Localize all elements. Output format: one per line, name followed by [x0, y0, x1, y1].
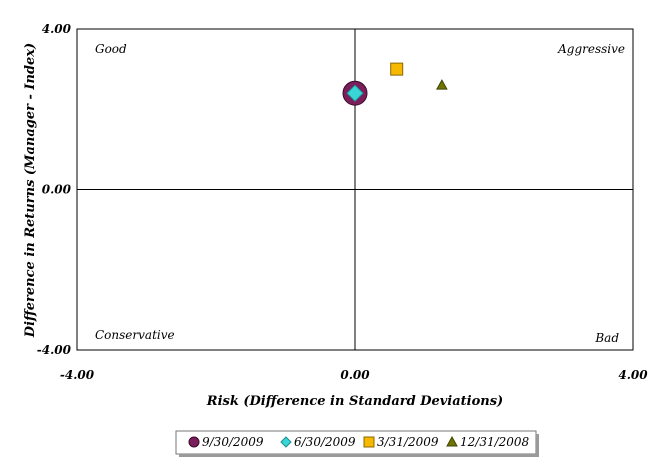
quadrant-label-good: Good: [95, 42, 127, 56]
x-tick-label: -4.00: [60, 368, 95, 382]
legend-shadow-right: [536, 434, 539, 457]
legend-marker-triangle: [446, 435, 458, 447]
data-point-diamond: [346, 84, 364, 102]
tick-labels-layer: -4.00 0.00 4.00 4.00 0.00 -4.00: [37, 22, 648, 382]
legend-marker-square: [363, 436, 375, 448]
y-tick-label: 4.00: [42, 22, 72, 36]
legend-layer: 9/30/2009 6/30/2009 3/31/2009 12/31/2008: [188, 435, 530, 449]
x-axis-title: Risk (Difference in Standard Deviations): [206, 394, 503, 409]
y-tick-label: 0.00: [42, 183, 72, 197]
y-tick-label: -4.00: [37, 343, 72, 357]
quadrant-label-bad: Bad: [594, 331, 619, 345]
legend-label: 9/30/2009: [202, 435, 264, 449]
legend-marker-diamond: [280, 436, 292, 448]
legend-label: 12/31/2008: [460, 435, 530, 449]
data-point-triangle: [436, 79, 448, 90]
legend-label: 6/30/2009: [294, 435, 356, 449]
x-tick-label: 4.00: [618, 368, 648, 382]
legend-marker-circle: [188, 436, 200, 448]
quadrant-label-aggressive: Aggressive: [557, 42, 625, 56]
data-points-layer: [342, 62, 448, 106]
legend-shadow-bottom: [179, 454, 539, 457]
x-tick-label: 0.00: [340, 368, 370, 382]
y-axis-title: Difference in Returns (Manager - Index): [23, 43, 38, 338]
legend-label: 3/31/2009: [377, 435, 439, 449]
data-point-square: [390, 62, 404, 76]
quadrant-label-conservative: Conservative: [95, 328, 175, 342]
